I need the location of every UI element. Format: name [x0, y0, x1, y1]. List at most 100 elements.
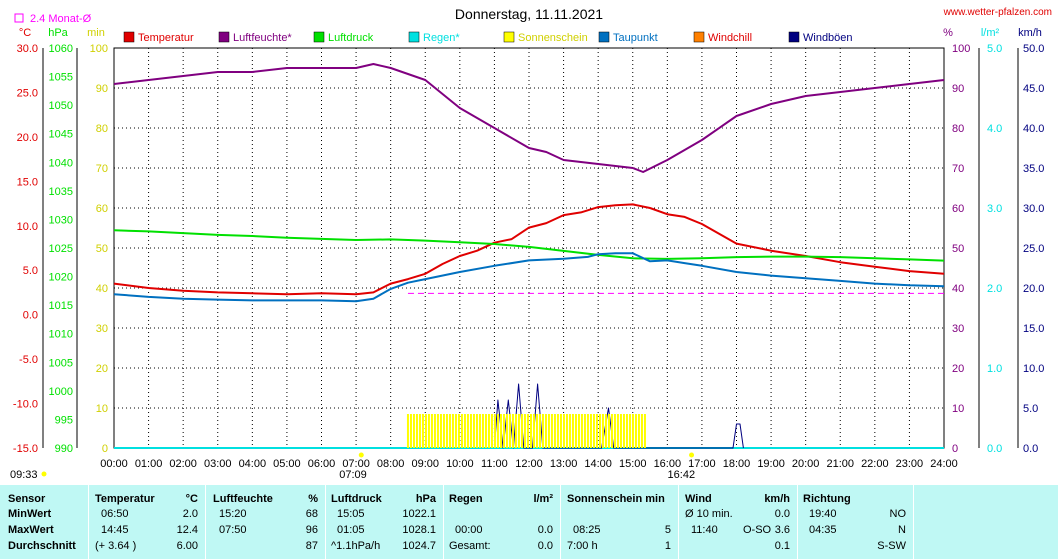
wind-tick-label: 5.0	[1023, 403, 1038, 415]
rain-tick-label: 3.0	[987, 203, 1002, 215]
wind-tick-label: 15.0	[1023, 323, 1044, 335]
legend-swatch	[598, 31, 610, 43]
rain-time: Gesamt:	[449, 540, 491, 552]
legend-label: Windchill	[708, 32, 752, 44]
press-time: 01:05	[337, 524, 365, 536]
hum-time: 07:50	[219, 524, 247, 536]
x-tick-label: 16:00	[654, 458, 682, 470]
hdr-sensor: Sensor	[8, 493, 46, 505]
legend-label: Regen*	[423, 32, 460, 44]
press-val: 1022.1	[402, 508, 436, 520]
press-time: 15:05	[337, 508, 365, 520]
hdr-temp-unit: °C	[185, 493, 198, 505]
rain-tick-label: 4.0	[987, 123, 1002, 135]
temp-time: 14:45	[101, 524, 129, 536]
rain-tick-label: 0.0	[987, 443, 1002, 455]
hdr-press: Luftdruck	[331, 493, 382, 505]
legend-label: Luftdruck	[328, 32, 374, 44]
hdr-rain-unit: l/m²	[533, 493, 553, 505]
wind-tick-label: 10.0	[1023, 363, 1044, 375]
hum-time: 15:20	[219, 508, 247, 520]
wind-dir: O-SO	[743, 524, 772, 536]
pressure-tick-label: 1055	[49, 72, 73, 84]
sun-time: 7:00 h	[567, 540, 598, 552]
site-link[interactable]: www.wetter-pfalzen.com	[943, 7, 1052, 18]
dir-val: N	[898, 524, 906, 536]
chart-title: Donnerstag, 11.11.2021	[454, 6, 604, 22]
x-tick-label: 18:00	[723, 458, 751, 470]
x-tick-label: 19:00	[757, 458, 785, 470]
month-avg-label: 2.4 Monat-Ø	[30, 13, 92, 25]
x-tick-label: 11:00	[481, 458, 508, 470]
stats-row-avg: Durchschnitt	[0, 540, 1058, 555]
time-marker-dot	[41, 471, 47, 477]
pressure-tick-label: 1035	[49, 186, 73, 198]
x-tick-label: 08:00	[377, 458, 405, 470]
temp-tick-label: -15.0	[13, 443, 38, 455]
stats-header-row: Sensor Temperatur °C Luftfeuchte % Luftd…	[0, 493, 1058, 508]
stats-row-min: MinWert	[0, 508, 1058, 523]
stats-row-max-values: 14:45 12.4 07:50 96 01:05 1028.1 00:00 0…	[0, 524, 1058, 539]
sunrise-label: 07:09	[339, 469, 367, 481]
series-luftdruck	[113, 229, 945, 262]
wind-time: 11:40	[691, 524, 718, 536]
legend-swatch	[123, 31, 135, 43]
pressure-tick-label: 1010	[49, 329, 73, 341]
sun-val: 1	[664, 540, 671, 552]
x-tick-label: 23:00	[896, 458, 924, 470]
legend-swatch	[503, 31, 515, 43]
wind-tick-label: 25.0	[1023, 243, 1044, 255]
wind-val: 0.0	[774, 508, 790, 520]
wind-val: 0.1	[774, 540, 790, 552]
sun-tick-label: 70	[96, 163, 108, 175]
temp-axis-unit: °C	[19, 27, 31, 39]
x-tick-label: 00:00	[100, 458, 128, 470]
legend-label: Sonnenschein	[518, 32, 588, 44]
pressure-tick-label: 990	[55, 443, 73, 455]
humidity-tick-label: 10	[952, 403, 964, 415]
rain-axis-unit: l/m²	[981, 27, 1000, 39]
x-tick-label: 10:00	[446, 458, 474, 470]
pressure-tick-label: 1005	[49, 357, 73, 369]
sun-tick-label: 0	[102, 443, 108, 455]
legend-swatch	[218, 31, 230, 43]
dir-val: S-SW	[877, 540, 906, 552]
hdr-hum-unit: %	[308, 493, 318, 505]
stats-row-avg-values: (+ 3.64 ) 6.00 87 ^1.1hPa/h 1024.7 Gesam…	[0, 540, 1058, 555]
humidity-tick-label: 80	[952, 123, 964, 135]
rain-val: 0.0	[537, 524, 553, 536]
hum-val: 87	[305, 540, 318, 552]
hdr-wind: Wind	[685, 493, 712, 505]
legend-swatch	[788, 31, 800, 43]
sun-axis-unit: min	[87, 27, 105, 39]
x-tick-label: 22:00	[861, 458, 889, 470]
x-tick-label: 02:00	[169, 458, 197, 470]
wind-tick-label: 45.0	[1023, 83, 1044, 95]
sun-tick-label: 50	[96, 243, 108, 255]
legend-label: Temperatur	[138, 32, 194, 44]
hdr-press-unit: hPa	[415, 493, 436, 505]
temp-tick-label: 0.0	[23, 310, 38, 322]
wind-tick-label: 30.0	[1023, 203, 1044, 215]
hdr-rain: Regen	[449, 493, 483, 505]
sun-tick-label: 90	[96, 83, 108, 95]
humidity-axis-unit: %	[943, 27, 953, 39]
pressure-tick-label: 995	[55, 414, 73, 426]
row-label: MaxWert	[8, 524, 54, 536]
sun-tick-label: 60	[96, 203, 108, 215]
sun-time: 08:25	[573, 524, 601, 536]
legend-label: Windböen	[803, 32, 853, 44]
temp-tick-label: -10.0	[13, 399, 38, 411]
stats-table: Sensor Temperatur °C Luftfeuchte % Luftd…	[0, 485, 1058, 559]
x-tick-label: 07:00	[342, 458, 370, 470]
weather-chart: 30.0 25.0 20.0 15.0 10.0 5.0 0.0 -5.0 -10.0 -15.0…	[10, 13, 1044, 481]
x-tick-label: 20:00	[792, 458, 820, 470]
temp-tick-label: 10.0	[17, 221, 38, 233]
pressure-tick-label: 1030	[49, 214, 73, 226]
legend-swatch	[693, 31, 705, 43]
pressure-tick-label: 1050	[49, 100, 73, 112]
temp-time: (+ 3.64 )	[95, 540, 137, 552]
wind-tick-label: 40.0	[1023, 123, 1044, 135]
x-tick-label: 01:00	[135, 458, 163, 470]
rain-tick-label: 2.0	[987, 283, 1002, 295]
